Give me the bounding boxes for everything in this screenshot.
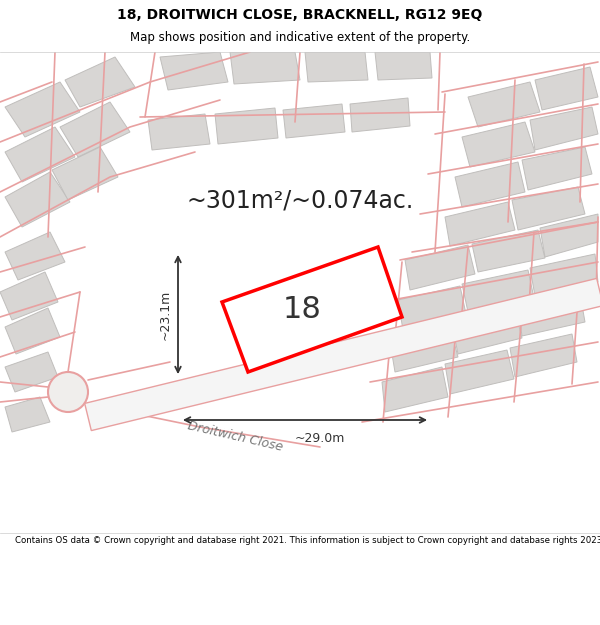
Polygon shape	[462, 122, 535, 167]
Text: Droitwich Close: Droitwich Close	[186, 420, 284, 454]
Polygon shape	[540, 214, 598, 257]
Polygon shape	[535, 67, 598, 110]
Polygon shape	[405, 245, 475, 290]
Text: 18: 18	[283, 295, 322, 324]
Polygon shape	[65, 57, 135, 107]
Polygon shape	[5, 397, 50, 432]
Text: Contains OS data © Crown copyright and database right 2021. This information is : Contains OS data © Crown copyright and d…	[15, 536, 600, 545]
Polygon shape	[382, 367, 448, 412]
Polygon shape	[462, 270, 534, 312]
Polygon shape	[0, 272, 58, 320]
Polygon shape	[510, 334, 577, 377]
Polygon shape	[215, 108, 278, 144]
Polygon shape	[530, 254, 598, 296]
Text: ~29.0m: ~29.0m	[295, 432, 345, 445]
Polygon shape	[5, 127, 75, 182]
Polygon shape	[375, 52, 432, 80]
Polygon shape	[148, 114, 210, 150]
Polygon shape	[445, 202, 515, 246]
Polygon shape	[445, 350, 514, 394]
Polygon shape	[85, 278, 600, 431]
Polygon shape	[5, 352, 58, 392]
Text: ~23.1m: ~23.1m	[159, 289, 172, 339]
Text: Map shows position and indicative extent of the property.: Map shows position and indicative extent…	[130, 31, 470, 44]
Polygon shape	[512, 187, 585, 230]
Polygon shape	[455, 162, 525, 207]
Polygon shape	[5, 308, 60, 354]
Polygon shape	[222, 247, 402, 372]
Circle shape	[48, 372, 88, 412]
Polygon shape	[518, 294, 585, 336]
Polygon shape	[60, 102, 130, 157]
Polygon shape	[472, 230, 545, 272]
Polygon shape	[5, 82, 80, 137]
Polygon shape	[398, 286, 466, 330]
Polygon shape	[522, 147, 592, 190]
Polygon shape	[452, 310, 522, 354]
Polygon shape	[305, 52, 368, 82]
Text: ~301m²/~0.074ac.: ~301m²/~0.074ac.	[187, 188, 413, 212]
Polygon shape	[52, 147, 118, 200]
Polygon shape	[160, 52, 228, 90]
Text: 18, DROITWICH CLOSE, BRACKNELL, RG12 9EQ: 18, DROITWICH CLOSE, BRACKNELL, RG12 9EQ	[118, 8, 482, 21]
Polygon shape	[230, 52, 300, 84]
Polygon shape	[5, 232, 65, 280]
Polygon shape	[350, 98, 410, 132]
Polygon shape	[530, 107, 598, 150]
Polygon shape	[283, 104, 345, 138]
Polygon shape	[468, 82, 540, 127]
Polygon shape	[390, 327, 458, 372]
Polygon shape	[5, 172, 70, 227]
